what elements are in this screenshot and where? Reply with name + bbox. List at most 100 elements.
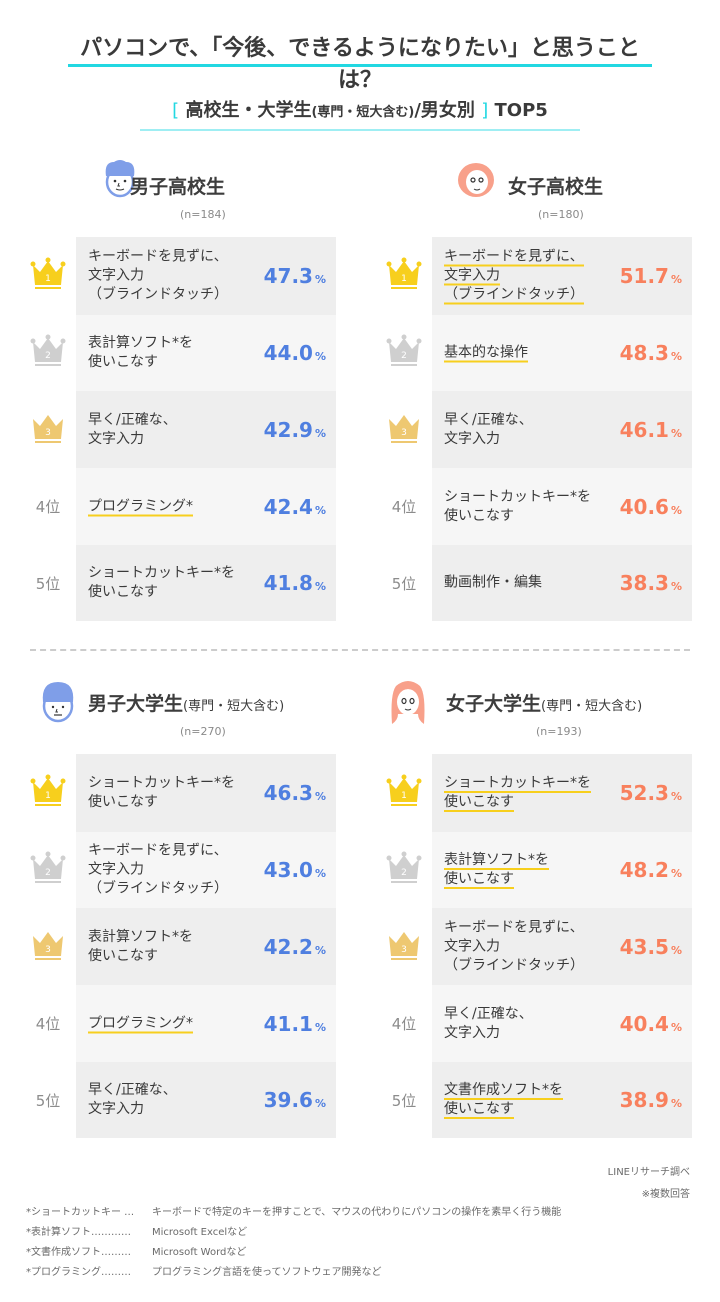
percentage-value: 41.1% — [263, 1011, 326, 1036]
sample-size: (n=184) — [180, 208, 226, 221]
group-sub: (専門・短大含む) — [541, 699, 643, 714]
item-label: キーボードを見ずに、 文字入力 （ブラインドタッチ） — [444, 248, 584, 305]
item-label: ショートカットキー*を 使いこなす — [88, 565, 235, 600]
silver-crown-icon: 2 — [386, 333, 422, 373]
ranking-cell: ショートカットキー*を 使いこなす 40.6% — [432, 468, 692, 545]
ranking-cell: キーボードを見ずに、 文字入力 （ブラインドタッチ） 43.5% — [432, 908, 692, 985]
item-label: プログラミング* — [88, 498, 193, 516]
section-divider — [30, 649, 690, 651]
percentage-value: 46.3% — [263, 781, 326, 805]
title-underline — [68, 64, 652, 67]
rank-label: 5位 — [391, 1091, 417, 1110]
group-name: 男子大学生 — [88, 693, 184, 715]
rank-indicator: 2 — [376, 315, 432, 391]
item-label: プログラミング* — [88, 1015, 193, 1033]
subtitle: [ 高校生・大学生(専門・短大含む)/男女別 ] TOP5 — [140, 96, 580, 122]
percentage-value: 51.7% — [619, 264, 682, 288]
rank-indicator: 4位 — [20, 468, 76, 545]
silver-crown-icon: 2 — [30, 850, 66, 890]
footnote-spreadsheet: *表計算ソフト………… Microsoft Excelなど — [26, 1227, 248, 1238]
rank-label: 5位 — [35, 574, 61, 593]
ranking-row: 1 キーボードを見ずに、 文字入力 （ブラインドタッチ） 51.7% — [376, 237, 692, 315]
percentage-value: 41.8% — [263, 571, 326, 595]
group-title: 男子高校生 — [130, 172, 225, 199]
ranking-row: 2 キーボードを見ずに、 文字入力 （ブラインドタッチ） 43.0% — [20, 832, 336, 908]
rank-indicator: 5位 — [376, 545, 432, 621]
rank-label: 4位 — [391, 498, 417, 516]
ranking-cell: 表計算ソフト*を 使いこなす 48.2% — [432, 832, 692, 908]
subtitle-tail: /男女別 — [414, 100, 475, 121]
subtitle-bracket-open: [ — [172, 100, 180, 121]
item-label: 動画制作・編集 — [444, 574, 542, 591]
ranking-row: 3 早く/正確な、 文字入力 42.9% — [20, 391, 336, 468]
percentage-value: 43.0% — [263, 858, 326, 882]
item-label: 表計算ソフト*を 使いこなす — [88, 928, 193, 964]
subtitle-small: (専門・短大含む) — [311, 105, 415, 120]
group-name: 女子大学生 — [446, 693, 542, 715]
ranking-row: 5位 動画制作・編集 38.3% — [376, 545, 692, 621]
subtitle-top5: TOP5 — [494, 100, 548, 121]
item-label: キーボードを見ずに、 文字入力 （ブラインドタッチ） — [88, 842, 228, 897]
ranking-cell: キーボードを見ずに、 文字入力 （ブラインドタッチ） 51.7% — [432, 237, 692, 315]
silver-crown-icon: 2 — [30, 333, 66, 373]
female-hs-avatar-icon — [456, 158, 496, 202]
rank-indicator: 3 — [20, 908, 76, 985]
sample-size: (n=180) — [538, 208, 584, 221]
ranking-cell: 文書作成ソフト*を 使いこなす 38.9% — [432, 1062, 692, 1138]
svg-text:2: 2 — [45, 351, 51, 361]
page-title: パソコンで、「今後、できるようになりたい」と思うことは？ — [80, 36, 640, 93]
item-label: 早く/正確な、 文字入力 — [88, 1082, 177, 1117]
ranking-row: 4位 早く/正確な、 文字入力 40.4% — [376, 985, 692, 1062]
footnotes: *ショートカットキー … キーボードで特定のキーを押すことで、マウスの代わりにパソ… — [26, 1203, 561, 1283]
ranking-cell: 基本的な操作 48.3% — [432, 315, 692, 391]
male-hs-avatar-icon — [100, 158, 140, 202]
percentage-value: 40.6% — [619, 494, 682, 519]
ranking-cell: プログラミング* 42.4% — [76, 468, 336, 545]
gold-crown-icon: 1 — [386, 256, 422, 296]
svg-text:3: 3 — [401, 428, 407, 438]
ranking-row: 3 キーボードを見ずに、 文字入力 （ブラインドタッチ） 43.5% — [376, 908, 692, 985]
sample-size: (n=270) — [180, 725, 226, 738]
group-name: 女子高校生 — [508, 176, 604, 198]
percentage-value: 38.3% — [619, 571, 682, 595]
item-label: 早く/正確な、 文字入力 — [88, 411, 177, 447]
percentage-value: 42.4% — [263, 494, 326, 519]
rank-indicator: 1 — [20, 754, 76, 832]
multiple-answers-note: ※複数回答 — [641, 1189, 690, 1200]
svg-text:3: 3 — [401, 945, 407, 955]
bronze-crown-icon: 3 — [30, 410, 66, 450]
ranking-cell: ショートカットキー*を 使いこなす 52.3% — [432, 754, 692, 832]
ranking-row: 5位 文書作成ソフト*を 使いこなす 38.9% — [376, 1062, 692, 1138]
rank-indicator: 5位 — [20, 545, 76, 621]
ranking-row: 5位 早く/正確な、 文字入力 39.6% — [20, 1062, 336, 1138]
ranking-cell: 動画制作・編集 38.3% — [432, 545, 692, 621]
ranking-row: 1 キーボードを見ずに、 文字入力 （ブラインドタッチ） 47.3% — [20, 237, 336, 315]
item-label: ショートカットキー*を 使いこなす — [444, 775, 591, 812]
male-univ-avatar-icon — [38, 676, 78, 723]
ranking-row: 1 ショートカットキー*を 使いこなす 46.3% — [20, 754, 336, 832]
svg-text:2: 2 — [45, 868, 51, 878]
ranking-row: 5位 ショートカットキー*を 使いこなす 41.8% — [20, 545, 336, 621]
item-label: 早く/正確な、 文字入力 — [444, 1005, 533, 1041]
percentage-value: 43.5% — [619, 934, 682, 959]
ranking-cell: キーボードを見ずに、 文字入力 （ブラインドタッチ） 43.0% — [76, 832, 336, 908]
item-label: 表計算ソフト*を 使いこなす — [88, 335, 193, 370]
rank-indicator: 5位 — [20, 1062, 76, 1138]
gold-crown-icon: 1 — [386, 773, 422, 813]
rank-indicator: 5位 — [376, 1062, 432, 1138]
ranking-cell: 早く/正確な、 文字入力 42.9% — [76, 391, 336, 468]
female-univ-avatar-icon — [388, 674, 428, 724]
rank-label: 5位 — [391, 574, 417, 593]
svg-text:1: 1 — [401, 274, 407, 284]
gold-crown-icon: 1 — [30, 256, 66, 296]
svg-text:1: 1 — [401, 791, 407, 801]
group-title: 女子大学生(専門・短大含む) — [446, 689, 642, 716]
svg-text:2: 2 — [401, 351, 407, 361]
percentage-value: 42.2% — [263, 934, 326, 959]
ranking-cell: 早く/正確な、 文字入力 39.6% — [76, 1062, 336, 1138]
percentage-value: 47.3% — [263, 264, 326, 288]
ranking-cell: 早く/正確な、 文字入力 40.4% — [432, 985, 692, 1062]
ranking-cell: プログラミング* 41.1% — [76, 985, 336, 1062]
sample-size: (n=193) — [536, 725, 582, 738]
percentage-value: 46.1% — [619, 417, 682, 442]
